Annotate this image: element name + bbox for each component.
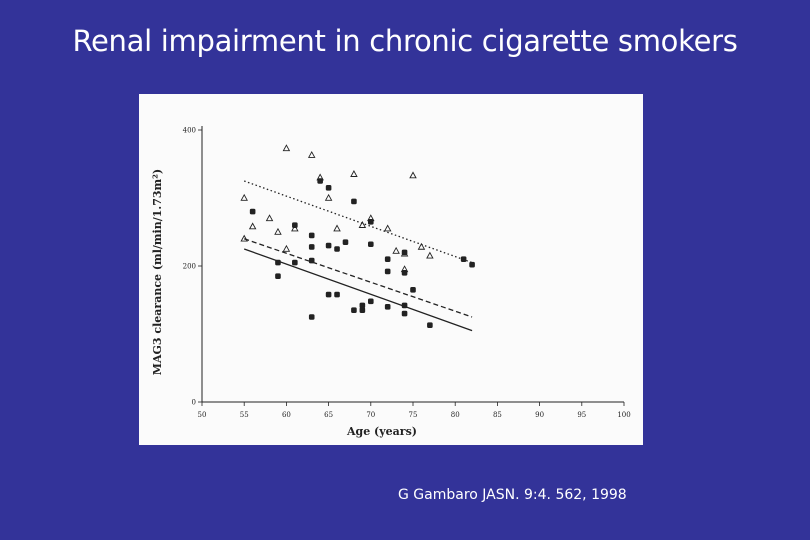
trend-line-dashed xyxy=(243,238,473,318)
filled-point xyxy=(384,256,391,262)
filled-point xyxy=(317,178,323,184)
filled-point xyxy=(249,208,256,215)
filled-point xyxy=(427,322,433,328)
x-tick-label: 85 xyxy=(493,411,502,419)
x-axis-label: Age (years) xyxy=(346,425,417,438)
y-tick-label: 200 xyxy=(183,263,196,271)
filled-point xyxy=(334,291,340,298)
x-tick-label: 50 xyxy=(198,411,207,419)
triangle-point xyxy=(274,227,282,235)
triangle-point xyxy=(358,221,367,228)
filled-point xyxy=(401,302,408,309)
triangle-point xyxy=(307,151,316,158)
filled-point xyxy=(410,287,416,293)
filled-point xyxy=(368,219,374,225)
filled-point xyxy=(368,298,374,305)
filled-point xyxy=(308,244,315,250)
filled-point xyxy=(275,273,281,279)
triangle-point xyxy=(392,246,400,254)
filled-point xyxy=(359,302,366,309)
triangle-point xyxy=(282,144,291,152)
scatter-figure: 50 55 60 65 70 75 80 85 90 95 100 0 200 400 Age (year… xyxy=(139,94,643,445)
triangle-point xyxy=(417,242,426,250)
triangle-point xyxy=(240,234,248,242)
filled-point xyxy=(460,256,467,262)
filled-point xyxy=(401,310,408,317)
x-tick-label: 60 xyxy=(282,411,291,419)
filled-point xyxy=(368,241,374,248)
trend-line-dotted xyxy=(243,180,473,264)
filled-point xyxy=(359,307,366,313)
triangle-point xyxy=(265,214,274,222)
scatter-plot: 50 55 60 65 70 75 80 85 90 95 100 0 200 400 Age (year… xyxy=(151,126,631,438)
trend-lines xyxy=(243,180,473,332)
filled-point xyxy=(384,268,391,275)
triangle-point xyxy=(282,244,291,252)
trend-line-solid xyxy=(243,248,473,332)
filled-point xyxy=(342,239,349,245)
filled-point xyxy=(469,261,475,268)
triangle-point xyxy=(350,170,358,177)
citation: G Gambaro JASN. 9:4. 562, 1998 xyxy=(398,487,627,503)
triangle-point xyxy=(409,171,417,179)
filled-point xyxy=(351,307,357,313)
filled-point xyxy=(308,314,315,320)
y-tick-label: 0 xyxy=(192,399,196,407)
filled-point xyxy=(275,259,281,266)
y-axis-label: MAG3 clearance (ml/min/1.73m²) xyxy=(151,169,164,375)
x-tick-label: 100 xyxy=(617,411,630,419)
triangle-point xyxy=(240,193,248,201)
filled-point xyxy=(308,257,315,264)
data-points xyxy=(240,144,475,328)
filled-point xyxy=(308,232,315,239)
x-tick-label: 55 xyxy=(240,411,249,419)
x-tick-label: 80 xyxy=(451,411,460,419)
triangle-point xyxy=(324,193,333,201)
filled-point xyxy=(325,242,332,249)
x-tick-label: 95 xyxy=(577,411,586,419)
filled-point xyxy=(325,291,332,298)
x-tick-label: 70 xyxy=(366,411,375,419)
triangle-point xyxy=(383,224,392,232)
y-tick-label: 400 xyxy=(183,127,196,135)
filled-point xyxy=(401,270,408,276)
triangle-point xyxy=(426,251,434,259)
slide-title: Renal impairment in chronic cigarette sm… xyxy=(72,24,738,58)
triangle-point xyxy=(291,224,299,232)
filled-point xyxy=(292,222,298,228)
filled-point xyxy=(292,259,298,266)
filled-point xyxy=(325,185,332,191)
axes: 50 55 60 65 70 75 80 85 90 95 100 0 200 400 xyxy=(183,126,631,419)
filled-point xyxy=(401,249,408,256)
filled-point xyxy=(351,198,357,205)
filled-point xyxy=(334,246,340,252)
x-tick-label: 75 xyxy=(409,411,418,419)
x-tick-label: 90 xyxy=(535,411,544,419)
x-tick-label: 65 xyxy=(324,411,333,419)
triangle-point xyxy=(248,222,257,230)
filled-point xyxy=(384,304,391,310)
triangle-point xyxy=(333,224,341,232)
